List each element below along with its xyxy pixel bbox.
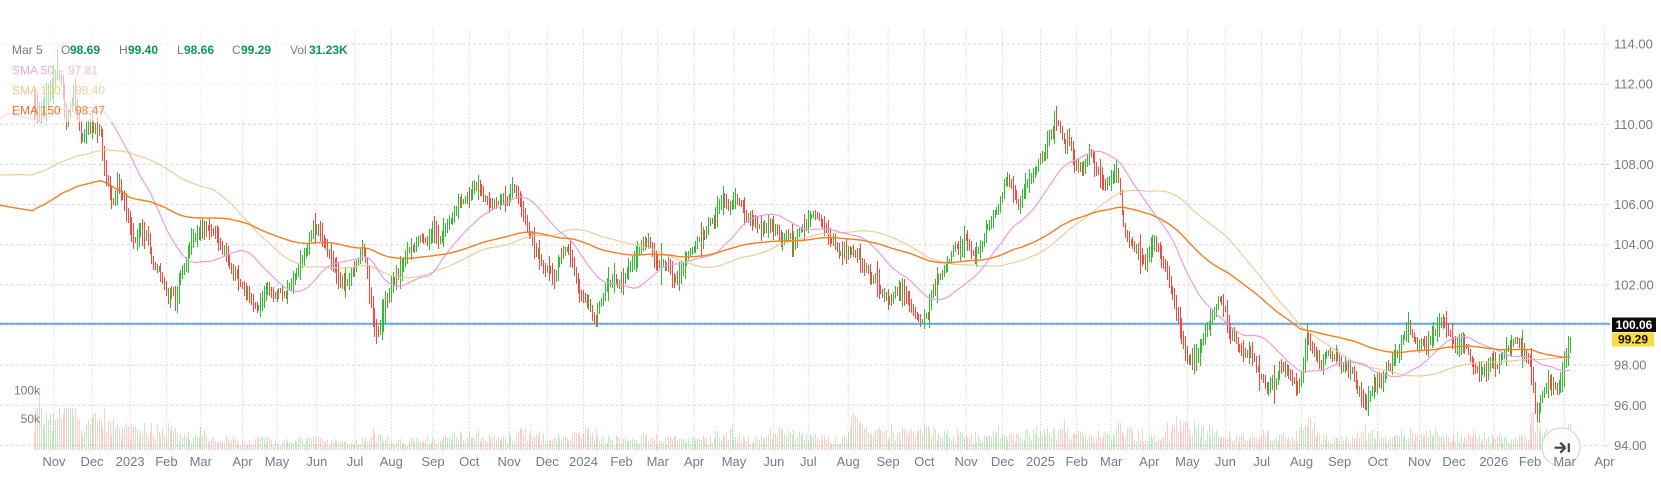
svg-text:102.00: 102.00	[1614, 277, 1654, 292]
svg-text:Nov: Nov	[955, 454, 979, 469]
svg-text:Mar: Mar	[190, 454, 213, 469]
svg-text:Sep: Sep	[1328, 454, 1351, 469]
svg-text:Apr: Apr	[684, 454, 705, 469]
svg-text:Oct: Oct	[459, 454, 480, 469]
svg-text:97.81: 97.81	[68, 64, 98, 78]
svg-text:Mar 5: Mar 5	[12, 43, 43, 57]
svg-text:Sep: Sep	[421, 454, 444, 469]
svg-text:106.00: 106.00	[1614, 197, 1654, 212]
svg-text:·: ·	[67, 84, 71, 98]
svg-text:Oct: Oct	[914, 454, 935, 469]
svg-text:L: L	[177, 43, 184, 57]
svg-text:2024: 2024	[569, 454, 598, 469]
svg-text:May: May	[1175, 454, 1200, 469]
svg-text:Jul: Jul	[347, 454, 364, 469]
svg-text:98.40: 98.40	[75, 84, 105, 98]
svg-text:100k: 100k	[14, 384, 41, 398]
svg-text:Dec: Dec	[80, 454, 104, 469]
svg-text:94.00: 94.00	[1614, 438, 1647, 453]
svg-text:98.00: 98.00	[1614, 358, 1647, 373]
svg-text:Feb: Feb	[1065, 454, 1087, 469]
svg-text:Aug: Aug	[1290, 454, 1313, 469]
svg-text:Jun: Jun	[1215, 454, 1236, 469]
svg-text:Apr: Apr	[1139, 454, 1160, 469]
svg-text:Dec: Dec	[1442, 454, 1466, 469]
svg-text:SMA 100: SMA 100	[12, 84, 61, 98]
svg-text:Jul: Jul	[1253, 454, 1270, 469]
svg-text:Aug: Aug	[380, 454, 403, 469]
svg-text:Feb: Feb	[610, 454, 632, 469]
svg-text:98.66: 98.66	[184, 43, 214, 57]
svg-text:99.40: 99.40	[128, 43, 158, 57]
svg-text:Apr: Apr	[232, 454, 253, 469]
svg-text:Mar: Mar	[1100, 454, 1123, 469]
svg-text:Dec: Dec	[991, 454, 1015, 469]
svg-text:·: ·	[60, 64, 64, 78]
svg-text:Feb: Feb	[155, 454, 177, 469]
svg-text:2023: 2023	[116, 454, 145, 469]
svg-text:114.00: 114.00	[1614, 37, 1653, 52]
svg-text:98.47: 98.47	[75, 104, 105, 118]
svg-text:98.69: 98.69	[70, 43, 100, 57]
svg-text:99.29: 99.29	[1618, 333, 1648, 347]
svg-text:Vol: Vol	[290, 43, 307, 57]
svg-text:Nov: Nov	[1408, 454, 1432, 469]
svg-text:May: May	[722, 454, 747, 469]
svg-text:C: C	[232, 43, 241, 57]
svg-text:EMA 150: EMA 150	[12, 104, 61, 118]
svg-text:Apr: Apr	[1594, 454, 1615, 469]
svg-text:Aug: Aug	[837, 454, 860, 469]
svg-text:·: ·	[67, 104, 71, 118]
svg-text:Nov: Nov	[498, 454, 522, 469]
svg-text:Mar: Mar	[1553, 454, 1576, 469]
svg-text:104.00: 104.00	[1614, 237, 1654, 252]
svg-text:2026: 2026	[1479, 454, 1508, 469]
svg-text:Dec: Dec	[536, 454, 560, 469]
svg-text:Jul: Jul	[800, 454, 817, 469]
svg-text:Feb: Feb	[1519, 454, 1541, 469]
svg-text:110.00: 110.00	[1614, 117, 1653, 132]
svg-text:Sep: Sep	[877, 454, 900, 469]
svg-text:Oct: Oct	[1368, 454, 1389, 469]
svg-text:100.06: 100.06	[1616, 318, 1653, 332]
svg-text:50k: 50k	[21, 412, 41, 426]
svg-text:Nov: Nov	[42, 454, 66, 469]
svg-text:O: O	[61, 43, 70, 57]
svg-text:Jun: Jun	[763, 454, 784, 469]
svg-text:112.00: 112.00	[1614, 77, 1653, 92]
svg-text:Jun: Jun	[306, 454, 327, 469]
svg-text:SMA 50: SMA 50	[12, 64, 54, 78]
svg-text:31.23K: 31.23K	[309, 43, 348, 57]
svg-text:99.29: 99.29	[241, 43, 271, 57]
svg-text:2025: 2025	[1026, 454, 1055, 469]
svg-text:May: May	[265, 454, 290, 469]
svg-text:96.00: 96.00	[1614, 398, 1647, 413]
svg-text:H: H	[119, 43, 128, 57]
svg-text:108.00: 108.00	[1614, 157, 1654, 172]
svg-text:Mar: Mar	[647, 454, 670, 469]
